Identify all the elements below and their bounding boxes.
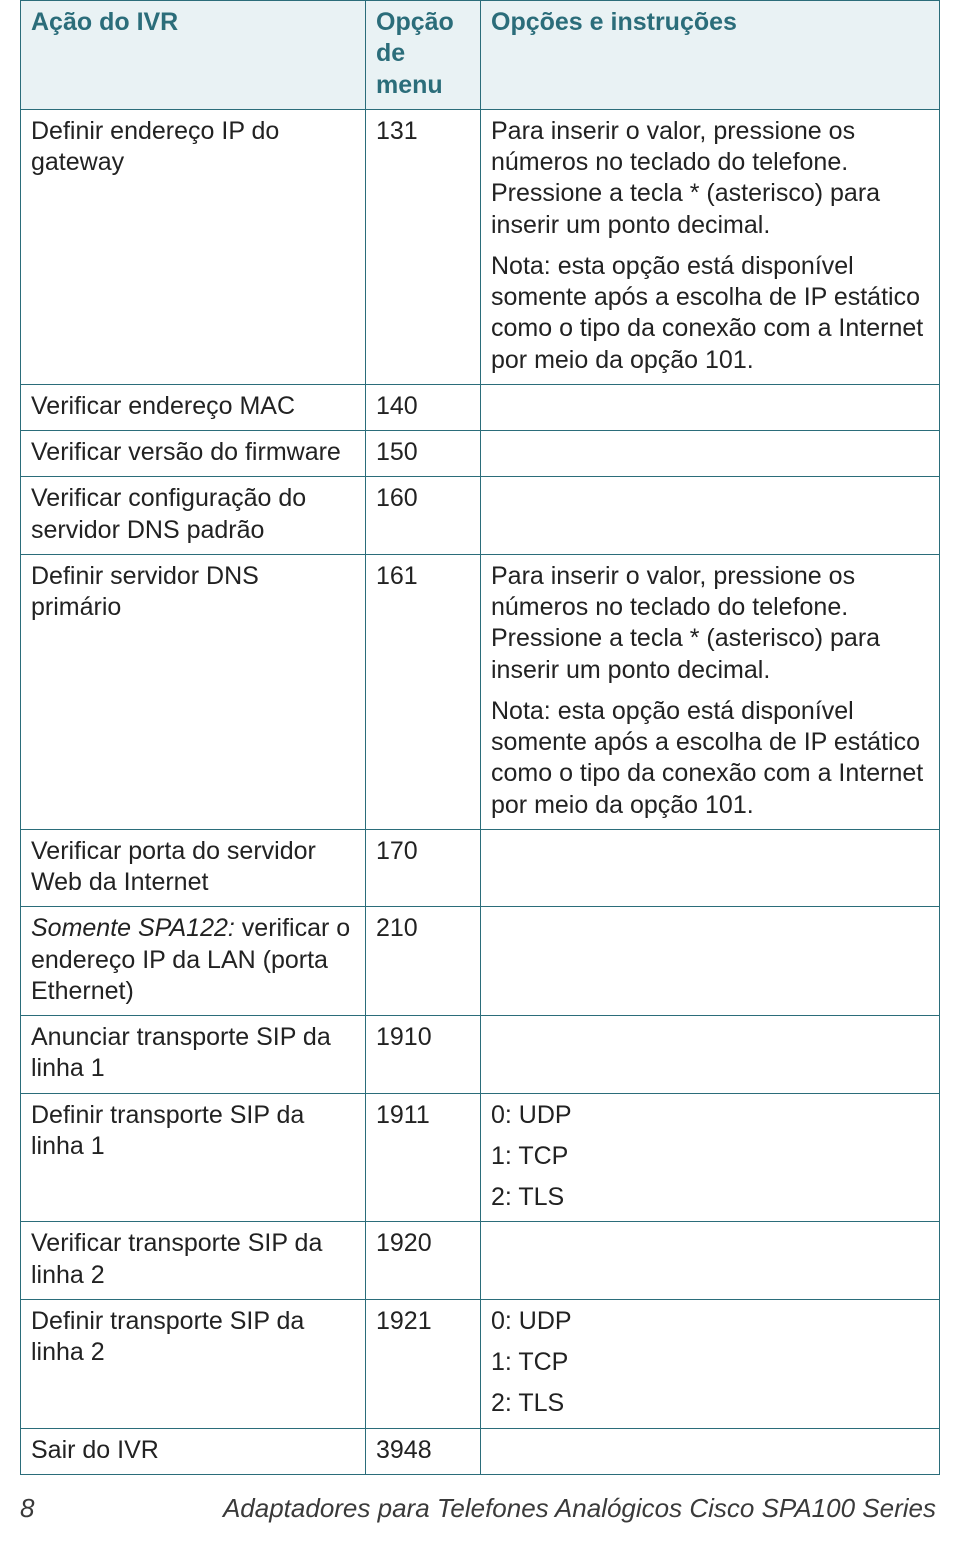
- desc-paragraph: Nota: esta opção está disponível somente…: [491, 251, 929, 376]
- document-page: Ação do IVR Opção de menu Opções e instr…: [0, 0, 960, 1566]
- footer-title: Adaptadores para Telefones Analógicos Ci…: [80, 1493, 940, 1524]
- cell-action: Sair do IVR: [21, 1428, 366, 1474]
- cell-option: 1920: [366, 1222, 481, 1300]
- cell-action: Verificar versão do firmware: [21, 431, 366, 477]
- col-header-desc: Opções e instruções: [481, 1, 940, 110]
- cell-desc: [481, 1428, 940, 1474]
- desc-paragraph: 2: TLS: [491, 1182, 929, 1213]
- cell-option: 210: [366, 907, 481, 1016]
- table-row: Definir transporte SIP da linha 119110: …: [21, 1093, 940, 1222]
- cell-action: Verificar configuração do servidor DNS p…: [21, 477, 366, 555]
- table-header-row: Ação do IVR Opção de menu Opções e instr…: [21, 1, 940, 110]
- action-italic-prefix: Somente SPA122:: [31, 914, 235, 942]
- cell-option: 3948: [366, 1428, 481, 1474]
- cell-desc: [481, 1016, 940, 1094]
- cell-desc: [481, 907, 940, 1016]
- col-header-option: Opção de menu: [366, 1, 481, 110]
- desc-paragraph: Para inserir o valor, pressione os númer…: [491, 116, 929, 241]
- table-row: Verificar configuração do servidor DNS p…: [21, 477, 940, 555]
- col-header-action: Ação do IVR: [21, 1, 366, 110]
- table-row: Definir servidor DNS primário161Para ins…: [21, 554, 940, 829]
- desc-paragraph: 2: TLS: [491, 1388, 929, 1419]
- cell-option: 1921: [366, 1299, 481, 1428]
- cell-action: Definir endereço IP do gateway: [21, 109, 366, 384]
- cell-option: 131: [366, 109, 481, 384]
- desc-paragraph: Para inserir o valor, pressione os númer…: [491, 561, 929, 686]
- cell-action: Definir servidor DNS primário: [21, 554, 366, 829]
- cell-action: Verificar porta do servidor Web da Inter…: [21, 829, 366, 907]
- cell-desc: [481, 384, 940, 430]
- cell-desc: 0: UDP 1: TCP 2: TLS: [481, 1299, 940, 1428]
- table-row: Verificar endereço MAC140: [21, 384, 940, 430]
- cell-desc: [481, 431, 940, 477]
- cell-desc: 0: UDP 1: TCP 2: TLS: [481, 1093, 940, 1222]
- table-row: Verificar porta do servidor Web da Inter…: [21, 829, 940, 907]
- desc-paragraph: Nota: esta opção está disponível somente…: [491, 696, 929, 821]
- cell-desc: Para inserir o valor, pressione os númer…: [481, 554, 940, 829]
- desc-paragraph: 1: TCP: [491, 1347, 929, 1378]
- table-row: Definir endereço IP do gateway131Para in…: [21, 109, 940, 384]
- page-number: 8: [20, 1493, 80, 1524]
- cell-action: Definir transporte SIP da linha 1: [21, 1093, 366, 1222]
- desc-paragraph: 0: UDP: [491, 1306, 929, 1337]
- table-row: Verificar versão do firmware150: [21, 431, 940, 477]
- cell-desc: Para inserir o valor, pressione os númer…: [481, 109, 940, 384]
- cell-action: Verificar transporte SIP da linha 2: [21, 1222, 366, 1300]
- cell-action: Anunciar transporte SIP da linha 1: [21, 1016, 366, 1094]
- desc-paragraph: 0: UDP: [491, 1100, 929, 1131]
- ivr-table: Ação do IVR Opção de menu Opções e instr…: [20, 0, 940, 1475]
- cell-option: 140: [366, 384, 481, 430]
- page-footer: 8 Adaptadores para Telefones Analógicos …: [20, 1493, 940, 1524]
- table-row: Verificar transporte SIP da linha 21920: [21, 1222, 940, 1300]
- cell-desc: [481, 1222, 940, 1300]
- cell-desc: [481, 477, 940, 555]
- cell-desc: [481, 829, 940, 907]
- cell-action: Somente SPA122: verificar o endereço IP …: [21, 907, 366, 1016]
- cell-option: 170: [366, 829, 481, 907]
- table-row: Definir transporte SIP da linha 219210: …: [21, 1299, 940, 1428]
- cell-option: 1911: [366, 1093, 481, 1222]
- table-row: Somente SPA122: verificar o endereço IP …: [21, 907, 940, 1016]
- cell-option: 161: [366, 554, 481, 829]
- table-body: Definir endereço IP do gateway131Para in…: [21, 109, 940, 1474]
- cell-action: Definir transporte SIP da linha 2: [21, 1299, 366, 1428]
- cell-action: Verificar endereço MAC: [21, 384, 366, 430]
- table-row: Anunciar transporte SIP da linha 11910: [21, 1016, 940, 1094]
- table-row: Sair do IVR3948: [21, 1428, 940, 1474]
- cell-option: 160: [366, 477, 481, 555]
- cell-option: 1910: [366, 1016, 481, 1094]
- cell-option: 150: [366, 431, 481, 477]
- desc-paragraph: 1: TCP: [491, 1141, 929, 1172]
